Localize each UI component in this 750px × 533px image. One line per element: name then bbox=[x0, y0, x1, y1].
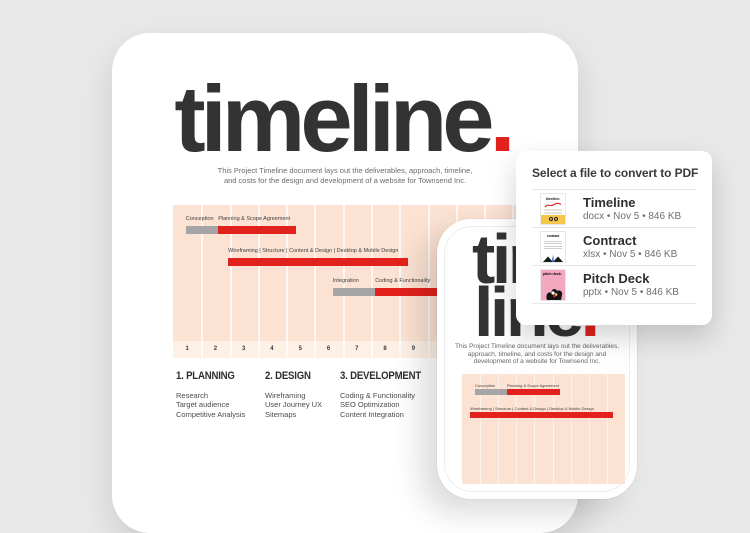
contract-doc-thumbnail: contract bbox=[540, 230, 566, 263]
gridline bbox=[257, 205, 260, 358]
section-item: Wireframing bbox=[265, 391, 306, 400]
gantt-row: Conception Planning & Scope Agreement bbox=[462, 383, 625, 413]
axis-tick: 4 bbox=[270, 346, 274, 352]
file-meta: pptx • Nov 5 • 846 KB bbox=[583, 286, 679, 298]
gridline bbox=[201, 205, 204, 358]
section-item: SEO Optimization bbox=[340, 400, 400, 410]
gantt-task-label: Conception bbox=[475, 383, 496, 388]
gridline bbox=[342, 205, 345, 358]
gantt-bar bbox=[185, 226, 219, 234]
phone-gantt-chart: Conception Planning & Scope Agreement Wire… bbox=[462, 374, 625, 484]
axis-tick: 7 bbox=[355, 346, 359, 352]
gantt-task-label: Conception bbox=[185, 216, 214, 222]
axis-tick: 9 bbox=[411, 346, 416, 352]
document-title-word: timeline bbox=[174, 66, 494, 171]
gantt-bar bbox=[470, 412, 613, 418]
axis-tick: 5 bbox=[298, 346, 302, 352]
axis-tick: 2 bbox=[213, 346, 218, 352]
document-title-period: . bbox=[489, 66, 516, 171]
mini-hand-flowers-graphic bbox=[546, 288, 563, 300]
gantt-task-label: Wireframing | Structure | Content & Desi… bbox=[470, 406, 594, 411]
file-name: Timeline bbox=[583, 194, 636, 210]
gantt-task-label: Integration bbox=[332, 278, 359, 284]
section-title: 2. DESIGN bbox=[265, 370, 311, 383]
gridline bbox=[314, 205, 317, 358]
document-description-line: This Project Timeline document lays out … bbox=[217, 166, 473, 175]
section-item: Research bbox=[176, 391, 209, 400]
document-title: timeline. bbox=[112, 71, 578, 167]
gantt-row: Wireframing | Structure | Content & Desi… bbox=[462, 406, 625, 436]
section-title: 1. PLANNING bbox=[176, 370, 235, 383]
gantt-bar bbox=[228, 258, 408, 266]
phone-gantt-rows: Conception Planning & Scope Agreement Wire… bbox=[462, 374, 625, 467]
gantt-rows: Conception Planning & Scope Agreement Wire… bbox=[173, 205, 518, 341]
pitch-deck-thumbnail: pitch deck. bbox=[540, 268, 566, 301]
section-item: Coding & Functionality bbox=[340, 391, 416, 400]
file-list: timeline. Timeline docx • Nov 5 • 846 KB… bbox=[532, 189, 696, 304]
file-row-contract[interactable]: contract Contract xlsx • Nov 5 • 846 KB bbox=[532, 227, 696, 265]
gridline bbox=[370, 205, 373, 358]
document-description-line: and costs for the design and development… bbox=[223, 175, 467, 185]
section-design: 2. DESIGN Wireframing User Journey UX Si… bbox=[265, 370, 322, 419]
gantt-bar bbox=[218, 226, 296, 234]
mini-line-chart-icon bbox=[544, 202, 562, 207]
section-item: Content Integration bbox=[340, 409, 404, 419]
gantt-bar bbox=[332, 288, 376, 296]
gantt-task-label: Planning & Scope Agreement bbox=[506, 383, 560, 388]
gantt-row: Conception Planning & Scope Agreement bbox=[173, 216, 518, 246]
file-row-pitch-deck[interactable]: pitch deck. Pitch Deck pptx • Nov 5 • 84… bbox=[532, 265, 696, 303]
thumbnail-title-text: pitch deck. bbox=[543, 270, 562, 276]
phone-description-line: development of a website for Townsend In… bbox=[473, 358, 601, 366]
section-development: 3. DEVELOPMENT Coding & Functionality SE… bbox=[340, 370, 424, 419]
gantt-bar bbox=[475, 389, 507, 395]
section-item: Competitive Analysis bbox=[176, 409, 246, 419]
gantt-task-label: Planning & Scope Agreement bbox=[218, 216, 291, 222]
file-name: Contract bbox=[583, 232, 637, 248]
gridline bbox=[286, 205, 289, 358]
gantt-row: Integration Coding & Functionality bbox=[173, 278, 518, 308]
gantt-task-label: Wireframing | Structure | Content & Desi… bbox=[228, 248, 399, 254]
axis-tick: 3 bbox=[242, 346, 246, 352]
file-row-timeline[interactable]: timeline. Timeline docx • Nov 5 • 846 KB bbox=[532, 189, 696, 227]
gridline bbox=[427, 205, 430, 358]
phone-description-line: approach, timeline, and costs for the de… bbox=[467, 350, 607, 358]
phone-document-description: This Project Timeline document lays out … bbox=[437, 343, 637, 366]
convert-to-pdf-popup: Select a file to convert to PDF timeline… bbox=[516, 151, 712, 325]
mini-hands-graphic bbox=[543, 254, 563, 262]
file-meta: docx • Nov 5 • 846 KB bbox=[583, 210, 682, 222]
document-description: This Project Timeline document lays out … bbox=[112, 166, 578, 185]
gridline bbox=[399, 205, 402, 358]
axis-tick: 1 bbox=[185, 346, 189, 352]
gantt-task-label: Coding & Functionality bbox=[375, 278, 431, 284]
gridline bbox=[229, 205, 232, 358]
phone-description-line: This Project Timeline document lays out … bbox=[454, 343, 620, 350]
mini-footer-graphic bbox=[541, 214, 565, 224]
mini-text-lines bbox=[544, 240, 562, 250]
file-meta: xlsx • Nov 5 • 846 KB bbox=[583, 248, 678, 260]
axis-tick: 6 bbox=[326, 346, 331, 352]
section-planning: 1. PLANNING Research Target audience Com… bbox=[176, 370, 245, 419]
section-item: Target audience bbox=[176, 400, 230, 410]
section-title: 3. DEVELOPMENT bbox=[340, 370, 422, 383]
popup-title: Select a file to convert to PDF bbox=[532, 166, 699, 180]
section-item: Sitemaps bbox=[265, 409, 297, 419]
timeline-doc-thumbnail: timeline. bbox=[540, 192, 566, 225]
gantt-bar bbox=[506, 389, 560, 395]
thumbnail-title-text: contract bbox=[546, 233, 560, 238]
section-item: User Journey UX bbox=[265, 400, 323, 410]
file-name: Pitch Deck bbox=[583, 270, 650, 286]
gantt-bar bbox=[375, 288, 462, 296]
gantt-row: Wireframing | Structure | Content & Desi… bbox=[173, 248, 518, 278]
thumbnail-title-text: timeline. bbox=[545, 195, 561, 201]
axis-tick: 8 bbox=[383, 346, 387, 352]
